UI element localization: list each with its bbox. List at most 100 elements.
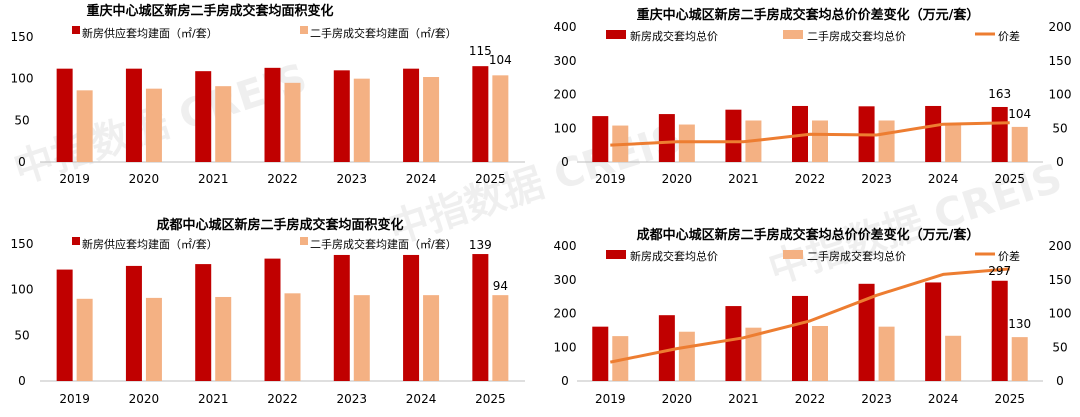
chart-cd-area-xtick-5: 2024 [406,392,437,406]
chart-cd-area-xtick-2: 2021 [198,392,229,406]
chart-cq-area-xtick-6: 2025 [475,172,506,186]
chart-cq-price-y2tick-3: 150 [1049,54,1072,68]
chart-cd-price-bar-s0-2020 [658,315,675,381]
chart-cd-area-legend-label-1: 二手房成交套均建面（㎡/套） [310,237,457,251]
chart-cq-area-title: 重庆中心城区新房二手房成交套均面积变化 [86,3,333,19]
chart-cq-area-bar-s1-2019 [76,90,93,162]
chart-cd-price-bar-s0-2023 [858,283,875,381]
chart-cd-price-bar-s0-2021 [725,306,742,381]
chart-cq-price-legend-label-line: 价差 [998,29,1020,43]
chart-cd-area-title: 成都中心城区新房二手房成交套均面积变化 [156,217,403,233]
chart-cd-area-ytick-1: 50 [14,328,29,342]
chart-cq-price-line-price-diff [610,121,1010,147]
chart-cq-price-bar-s1-2025 [1011,126,1028,162]
chart-cq-area-bar-s1-2020 [145,88,162,162]
chart-cd-area-bar-s1-2020 [145,297,162,381]
chart-cq-area-bar-s0-2025 [472,66,489,162]
chart-cd-price-bar-s1-2021 [745,327,762,381]
chart-cq-area-bar-s0-2024 [403,68,420,162]
chart-cq-area-xtick-4: 2023 [337,172,368,186]
chart-cd-price-y2tick-2: 100 [1049,307,1072,321]
chart-cd-area-xtick-4: 2023 [337,392,368,406]
chart-cq-area-xtick-1: 2020 [129,172,160,186]
chart-cd-area-xtick-1: 2020 [129,392,160,406]
chart-cd-price-bar-s0-2019 [592,326,609,381]
chart-cd-price-xtick-2: 2021 [728,392,759,406]
chart-cq-area-bar-s1-2021 [215,86,232,162]
chart-cq-price-xtick-5: 2024 [928,172,959,186]
chart-cq-price-title: 重庆中心城区新房二手房成交套均总价价差变化（万元/套） [637,7,980,23]
chart-cq-price-y2tick-0: 0 [1056,155,1064,169]
chart-cq-price-ytick-3: 300 [554,54,577,68]
chart-cq-area-ytick-2: 100 [11,72,34,86]
chart-cd-price-legend-label-line: 价差 [998,249,1020,263]
chart-cd-area-bar-s1-2024 [423,295,440,381]
chart-cd-price-xtick-6: 2025 [994,392,1025,406]
chart-cd-price-data-label-second: 130 [1008,317,1031,331]
chart-cd-area-bar-s0-2021 [195,264,212,381]
chart-cq-area-bar-s1-2025 [492,75,509,162]
chart-cq-area-legend-swatch-0 [72,26,80,34]
chart-cd-price-ytick-1: 100 [554,340,577,354]
chart-cd-area-bar-s1-2023 [353,295,370,381]
chart-cq-price-y2tick-1: 50 [1052,121,1067,135]
chart-cq-price-bar-s0-2021 [725,109,742,162]
chart-cd-price-y2tick-4: 200 [1049,239,1072,253]
chart-cq-area-data-label-second: 104 [489,53,512,67]
chart-cq-price-data-label-new: 163 [988,87,1011,101]
chart-cd-price-ytick-0: 0 [561,374,569,388]
chart-cq-price-ytick-2: 200 [554,88,577,102]
chart-cd-area-ytick-2: 100 [11,283,34,297]
chart-cq-price-bar-s1-2023 [878,120,895,162]
chart-cq-area-bar-s0-2021 [195,71,212,162]
chart-cd-area-data-label-new: 139 [469,238,492,252]
chart-cd-price-legend-label-1: 二手房成交套均总价 [807,249,906,263]
chart-cd-area-bar-s0-2025 [472,254,489,381]
chart-cq-area-legend-swatch-1 [300,26,308,34]
chart-cq-area-legend-label-0: 新房供应套均建面（㎡/套） [82,26,218,40]
chart-cd-price-title: 成都中心城区新房二手房成交套均总价价差变化（万元/套） [637,227,980,243]
chart-cd-area-bar-s0-2024 [403,254,420,381]
chart-cd-price-xtick-4: 2023 [861,392,892,406]
chart-cq-area-ytick-3: 150 [11,30,34,44]
chart-cq-area-bar-s0-2020 [125,68,142,162]
chart-cd-price-bar-s0-2025 [991,280,1008,381]
chart-cd-price-ytick-3: 300 [554,273,577,287]
chart-cd-price-bar-s1-2022 [812,325,828,381]
chart-cd-area-bar-s0-2023 [333,254,350,381]
chart-cd-area-bar-s0-2020 [125,265,142,381]
chart-cq-area-ytick-1: 50 [14,113,29,127]
chart-cd-price-y2tick-3: 150 [1049,273,1072,287]
chart-cq-price-legend-swatch-0 [606,30,626,39]
chart-cq-price-y2tick-4: 200 [1049,20,1072,34]
chart-cd-price-legend-label-0: 新房成交套均总价 [630,249,718,263]
chart-cq-area-bar-s1-2023 [353,78,370,162]
chart-cq-area-bar-s0-2022 [264,67,281,162]
chart-cq-price-ytick-4: 400 [554,20,577,34]
chart-cd-area-legend-label-0: 新房供应套均建面（㎡/套） [82,237,218,251]
chart-cq-price-legend-label-1: 二手房成交套均总价 [807,29,906,43]
chart-cd-area-bar-s0-2022 [264,258,281,381]
chart-cd-area-bar-s1-2021 [215,296,232,381]
chart-cq-area-xtick-3: 2022 [267,172,298,186]
chart-cq-area-xtick-5: 2024 [406,172,437,186]
chart-cq-price-xtick-4: 2023 [861,172,892,186]
chart-cq-price-xtick-2: 2021 [728,172,759,186]
chart-cd-price-legend-swatch-0 [606,250,626,259]
chart-cq-price-ytick-1: 100 [554,121,577,135]
chart-cq-area-bar-s1-2024 [423,77,440,162]
chart-cd-area-bar-s1-2019 [76,298,93,381]
chart-cd-area-bar-s1-2025 [492,295,509,381]
chart-cq-price-xtick-3: 2022 [795,172,826,186]
chart-cd-area-xtick-6: 2025 [475,392,506,406]
chart-cq-area-ytick-0: 0 [18,155,26,169]
chart-cd-price-bar-s1-2024 [945,335,962,381]
chart-cd-area-legend-swatch-0 [72,237,80,245]
chart-cd-price-bar-s1-2020 [678,331,695,381]
chart-cq-price-bar-s0-2025 [991,106,1008,162]
chart-cq-area-legend-label-1: 二手房成交套均建面（㎡/套） [310,26,457,40]
chart-cd-area-legend-swatch-1 [300,237,308,245]
chart-cq-area-bar-s0-2019 [56,68,73,162]
chart-cq-price-ytick-0: 0 [561,155,569,169]
chart-cd-price-line-price-diff [610,267,1010,364]
